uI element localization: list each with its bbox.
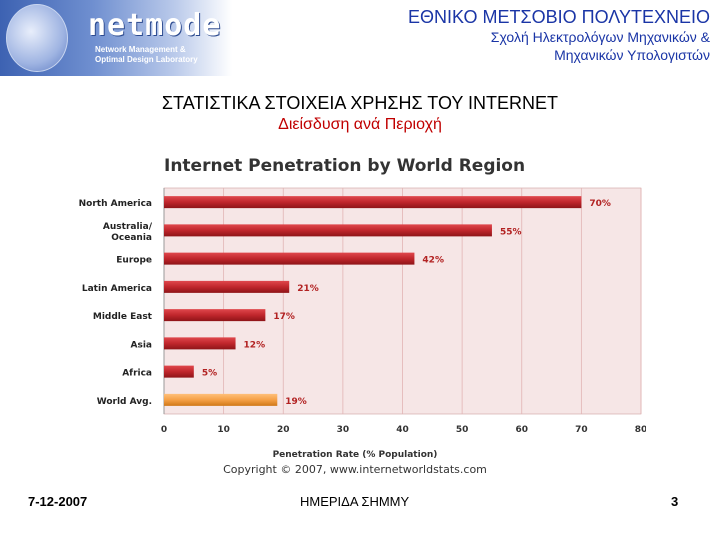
bar (164, 309, 266, 322)
category-label: Europe (116, 256, 152, 266)
bar (164, 252, 415, 265)
bar (164, 280, 290, 293)
institution-header: ΕΘΝΙΚΟ ΜΕΤΣΟΒΙΟ ΠΟΛΥΤΕΧΝΕΙΟ Σχολή Ηλεκτρ… (408, 6, 710, 64)
bar (164, 224, 492, 237)
chart-image: Internet Penetration by World Region 70%… (66, 144, 646, 478)
x-tick-label: 60 (515, 425, 528, 435)
slide-heading: ΣΤΑΤΙΣΤΙΚΑ ΣΤΟΙΧΕΙΑ ΧΡΗΣΗΣ ΤΟΥ INTERNET … (0, 92, 720, 136)
footer-event: ΗΜΕΡΙΔΑ ΣΗΜΜΥ (300, 494, 410, 509)
bar-value-label: 17% (273, 312, 295, 322)
bar (164, 337, 236, 350)
bar-value-label: 42% (422, 256, 444, 266)
category-label: World Avg. (97, 397, 152, 407)
category-label: Africa (122, 369, 152, 379)
bar-value-label: 21% (297, 284, 319, 294)
logo-subtitle-line2: Optimal Design Laboratory (95, 55, 198, 64)
category-label: Asia (131, 340, 152, 350)
x-tick-label: 30 (337, 425, 350, 435)
footer-date: 7-12-2007 (28, 494, 88, 509)
category-label: Latin America (82, 284, 152, 294)
x-tick-label: 80 (635, 425, 646, 435)
slide-title: ΣΤΑΤΙΣΤΙΚΑ ΣΤΟΙΧΕΙΑ ΧΡΗΣΗΣ ΤΟΥ INTERNET (161, 93, 559, 113)
bar-value-label: 5% (202, 369, 217, 379)
page-number: 3 (671, 494, 679, 509)
bar (164, 365, 194, 378)
category-label: North America (79, 199, 152, 209)
netmode-logo: netmode Network Management & Optimal Des… (0, 0, 232, 76)
x-tick-label: 50 (456, 425, 469, 435)
x-tick-label: 10 (217, 425, 230, 435)
bar-value-label: 70% (589, 199, 611, 209)
category-label: Middle East (93, 312, 153, 322)
bar-value-label: 19% (285, 397, 307, 407)
school-line2: Μηχανικών Υπολογιστών (554, 47, 710, 63)
chart-title: Internet Penetration by World Region (164, 156, 525, 176)
copyright-note: Copyright © 2007, www.internetworldstats… (223, 463, 487, 476)
category-label: Australia/Oceania (103, 222, 153, 243)
university-seal-icon (6, 4, 68, 72)
logo-subtitle: Network Management & Optimal Design Labo… (95, 45, 198, 65)
x-tick-label: 20 (277, 425, 290, 435)
bar-value-label: 12% (244, 340, 266, 350)
x-tick-label: 0 (161, 425, 167, 435)
institution-name: ΕΘΝΙΚΟ ΜΕΤΣΟΒΙΟ ΠΟΛΥΤΕΧΝΕΙΟ (408, 7, 710, 27)
logo-brand: netmode (88, 8, 222, 43)
penetration-bar-chart: Internet Penetration by World Region 70%… (79, 156, 646, 476)
x-axis-label: Penetration Rate (% Population) (273, 450, 438, 460)
bar-value-label: 55% (500, 227, 522, 237)
logo-subtitle-line1: Network Management & (95, 45, 186, 54)
bar (164, 196, 582, 209)
school-line1: Σχολή Ηλεκτρολόγων Μηχανικών & (490, 29, 710, 45)
slide-subtitle: Διείσδυση ανά Περιοχή (278, 116, 442, 133)
bar (164, 393, 278, 406)
x-tick-label: 40 (396, 425, 409, 435)
x-tick-label: 70 (575, 425, 588, 435)
